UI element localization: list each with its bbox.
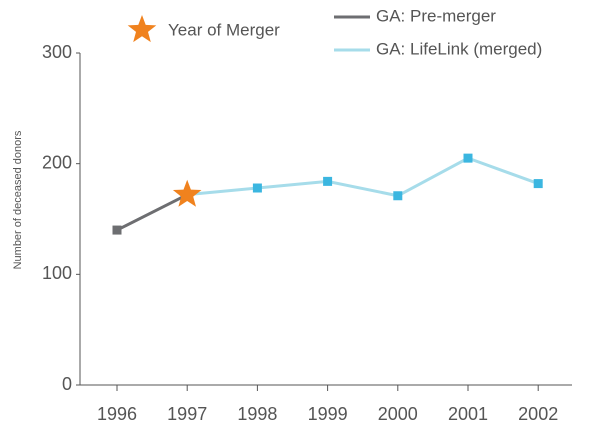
point-marker [393,191,403,201]
legend-star [127,15,157,43]
x-tick-label: 1998 [237,404,277,424]
y-tick-label: 0 [62,374,72,394]
x-tick-label: 2001 [448,404,488,424]
legend-label: GA: LifeLink (merged) [376,39,542,58]
x-tick-label: 2002 [518,404,558,424]
point-marker [463,153,473,163]
x-tick-label: 1999 [308,404,348,424]
y-tick-label: 200 [42,152,72,172]
annotation-text: Year of Merger [168,20,280,39]
point-marker [323,176,333,186]
y-tick-label: 100 [42,263,72,283]
legend-label: GA: Pre-merger [376,6,496,25]
series-line [187,156,539,198]
x-tick-label: 1996 [97,404,137,424]
point-marker [533,179,543,189]
point-marker [252,183,262,193]
point-marker [112,225,122,235]
y-tick-label: 300 [42,42,72,62]
series-line [116,193,188,232]
x-tick-label: 1997 [167,404,207,424]
merger-star [172,179,202,207]
y-axis-label: Number of deceased donors [12,130,24,269]
x-tick-label: 2000 [378,404,418,424]
